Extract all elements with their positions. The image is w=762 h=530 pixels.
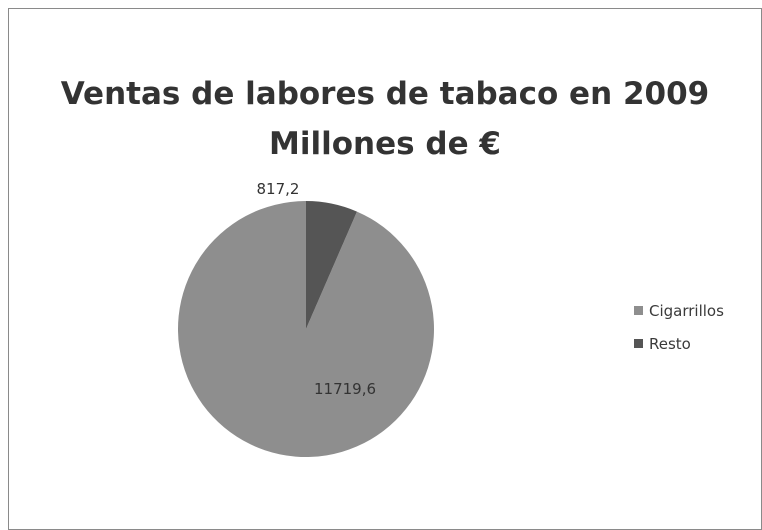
data-label-resto: 817,2 [257, 180, 300, 198]
chart-title-line-2: Millones de € [269, 126, 501, 162]
chart-title-line-1: Ventas de labores de tabaco en 2009 [60, 76, 710, 112]
legend-swatch-cigarrillos [634, 306, 643, 315]
chart-legend: Cigarrillos Resto [634, 301, 724, 367]
data-label-cigarrillos: 11719,6 [314, 380, 376, 398]
pie-slice-resto [306, 201, 357, 329]
chart-title: Ventas de labores de tabaco en 2009 Mill… [9, 69, 761, 169]
pie-chart: 11719,6 817,2 [178, 180, 434, 457]
legend-label-cigarrillos: Cigarrillos [649, 301, 724, 320]
legend-item-cigarrillos: Cigarrillos [634, 301, 724, 320]
legend-label-resto: Resto [649, 334, 691, 353]
legend-item-resto: Resto [634, 334, 724, 353]
chart-frame: Ventas de labores de tabaco en 2009 Mill… [8, 8, 762, 530]
legend-swatch-resto [634, 339, 643, 348]
